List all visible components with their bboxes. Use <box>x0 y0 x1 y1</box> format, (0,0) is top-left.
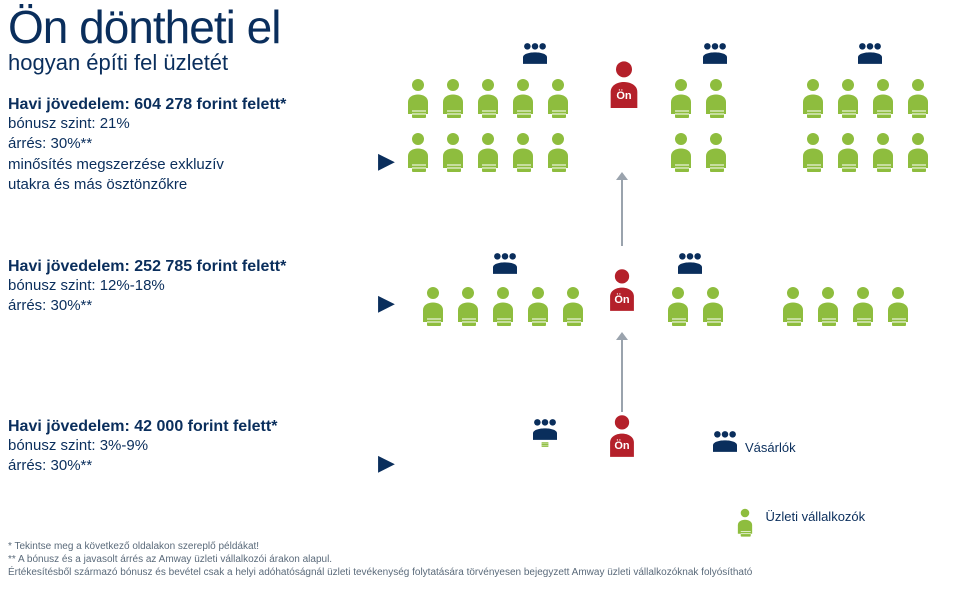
distributor-icon <box>703 132 729 174</box>
buyers-caption: Vásárlók <box>745 440 796 455</box>
distributor-icon <box>475 132 501 174</box>
distributor-icon <box>405 132 431 174</box>
title-main: Ön döntheti el <box>8 0 280 54</box>
you-label-3: Ön <box>607 440 637 452</box>
distributor-icon <box>455 286 481 328</box>
distributor-icon <box>800 78 826 120</box>
distributor-icon <box>665 286 691 328</box>
distributor-icon <box>703 78 729 120</box>
distributor-icon <box>835 132 861 174</box>
tier-2-margin: árrés: 30%** <box>8 296 428 316</box>
distributor-icon <box>700 286 726 328</box>
distributor-icon <box>780 286 806 328</box>
tier-1-bonus: bónusz szint: 21% <box>8 114 428 134</box>
tier-3-margin: árrés: 30%** <box>8 456 428 476</box>
distributor-legend: Üzleti vállalkozók <box>735 508 859 538</box>
buyer-group-icon <box>700 42 730 66</box>
footnotes: * Tekintse meg a következő oldalakon sze… <box>8 540 948 579</box>
distributor-icon <box>850 286 876 328</box>
you-label-1: Ön <box>609 90 639 102</box>
tier-2-income: Havi jövedelem: 252 785 forint felett* <box>8 258 428 276</box>
distributors-caption: Üzleti vállalkozók <box>765 509 865 524</box>
you-icon <box>605 268 639 318</box>
footnote-1: * Tekintse meg a következő oldalakon sze… <box>8 540 948 553</box>
distributor-icon <box>525 286 551 328</box>
distributor-icon <box>490 286 516 328</box>
diagram-tier-1: Ön <box>400 40 960 190</box>
tier-1-income: Havi jövedelem: 604 278 forint felett* <box>8 96 428 114</box>
footnote-3: Értékesítésből származó bónusz és bevéte… <box>8 566 948 579</box>
distributor-icon <box>668 78 694 120</box>
buyer-group-icon <box>855 42 885 66</box>
buyer-legend-icon <box>710 430 740 454</box>
distributor-icon <box>545 132 571 174</box>
distributor-icon <box>440 78 466 120</box>
up-arrow-1 <box>621 340 623 412</box>
arrow-icon-3: ▶ <box>378 450 395 476</box>
distributor-icon <box>905 132 931 174</box>
you-icon <box>605 414 639 464</box>
distributor-icon <box>560 286 586 328</box>
distributor-icon <box>835 78 861 120</box>
tier-3: Havi jövedelem: 42 000 forint felett* bó… <box>8 418 428 477</box>
buyer-group-icon <box>490 252 520 276</box>
distributor-icon <box>905 78 931 120</box>
arrow-icon-2: ▶ <box>378 290 395 316</box>
arrow-icon-1: ▶ <box>378 148 395 174</box>
tier-1-extra2: utakra és más ösztönzőkre <box>8 175 428 195</box>
distributor-icon <box>405 78 431 120</box>
footnote-2: ** A bónusz és a javasolt árrés az Amway… <box>8 553 948 566</box>
tier-1-extra1: minősítés megszerzése exkluzív <box>8 155 428 175</box>
distributor-icon <box>440 132 466 174</box>
buyer-group-icon <box>530 418 560 442</box>
tier-2-bonus: bónusz szint: 12%-18% <box>8 276 428 296</box>
distributor-icon <box>510 132 536 174</box>
distributor-icon <box>870 132 896 174</box>
tier-2: Havi jövedelem: 252 785 forint felett* b… <box>8 258 428 317</box>
distributor-legend-icon <box>735 508 755 538</box>
tier-3-income: Havi jövedelem: 42 000 forint felett* <box>8 418 428 436</box>
tier-1: Havi jövedelem: 604 278 forint felett* b… <box>8 96 428 195</box>
basket-icon <box>535 440 555 456</box>
distributor-icon <box>815 286 841 328</box>
buyer-group-icon <box>675 252 705 276</box>
distributor-icon <box>800 132 826 174</box>
distributor-icon <box>870 78 896 120</box>
distributor-icon <box>668 132 694 174</box>
distributor-icon <box>420 286 446 328</box>
title-block: Ön döntheti el hogyan építi fel üzletét <box>8 0 280 76</box>
distributor-icon <box>475 78 501 120</box>
buyer-group-icon <box>520 42 550 66</box>
tier-1-margin: árrés: 30%** <box>8 134 428 154</box>
distributor-icon <box>510 78 536 120</box>
diagram-tier-2: Ön <box>410 246 950 346</box>
you-icon <box>606 60 642 116</box>
distributor-icon <box>545 78 571 120</box>
diagram-tier-3: Ön Vásárlók <box>420 412 940 502</box>
tier-3-bonus: bónusz szint: 3%-9% <box>8 436 428 456</box>
you-label-2: Ön <box>607 294 637 306</box>
distributor-icon <box>885 286 911 328</box>
